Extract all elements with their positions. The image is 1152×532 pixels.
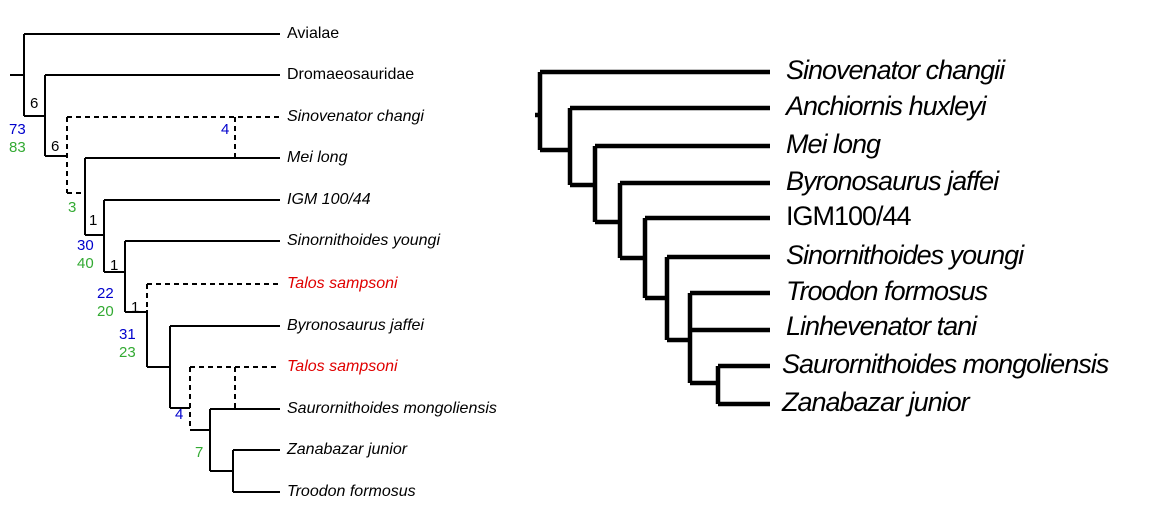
support-label: 31 (119, 326, 136, 343)
branch (146, 310, 280, 409)
support-label: 20 (97, 303, 114, 320)
branch (84, 157, 280, 313)
support-label: 7 (195, 444, 203, 461)
support-label: 1 (110, 257, 118, 274)
support-label: 1 (89, 212, 97, 229)
branch (66, 116, 280, 194)
support-label: 23 (119, 344, 136, 361)
right-tree-tips: Sinovenator changii Anchiornis huxleyi M… (781, 55, 1110, 417)
tip-label: Saurornithoides mongoliensis (782, 349, 1109, 379)
branch (189, 366, 280, 430)
tip-label: Sinovenator changii (786, 55, 1006, 85)
tip-label: Sinovenator changi (287, 108, 424, 125)
tip-label: Anchiornis huxleyi (784, 91, 988, 121)
support-label: 22 (97, 285, 114, 302)
tip-label: Linhevenator tani (786, 311, 978, 341)
tip-label: Dromaeosauridae (287, 66, 414, 83)
tip-label: Sinornithoides youngi (287, 232, 440, 249)
branch (190, 408, 280, 493)
right-tree-branches (535, 69, 770, 407)
support-label: 4 (221, 121, 229, 138)
tip-label: Troodon formosus (287, 483, 416, 500)
tip-label: Zanabazar junior (781, 387, 971, 417)
node-support-labels: 6 73 83 6 4 3 1 30 40 1 22 20 1 31 23 4 … (9, 95, 229, 461)
support-label: 3 (68, 199, 76, 216)
tip-label: Zanabazar junior (286, 441, 408, 458)
tip-label: Mei long (287, 149, 348, 166)
tip-label: Saurornithoides mongoliensis (287, 400, 497, 417)
tip-label: Sinornithoides youngi (786, 240, 1025, 270)
tip-label: Talos sampsoni (287, 358, 398, 375)
tip-label: Talos sampsoni (287, 275, 398, 292)
branch (10, 33, 280, 157)
tip-label: Byronosaurus jaffei (786, 166, 1000, 196)
branch (146, 283, 280, 310)
tip-label: Troodon formosus (786, 276, 988, 306)
support-label: 30 (77, 237, 94, 254)
support-label: 73 (9, 121, 26, 138)
tip-label: Avialae (287, 25, 339, 42)
left-tree-tips: Avialae Dromaeosauridae Sinovenator chan… (286, 25, 497, 500)
tip-label: Byronosaurus jaffei (287, 317, 424, 334)
support-label: 83 (9, 139, 26, 156)
support-label: 4 (175, 406, 183, 423)
support-label: 6 (51, 138, 59, 155)
left-tree-branches (10, 33, 280, 493)
support-label: 6 (30, 95, 38, 112)
support-label: 1 (131, 299, 139, 316)
tip-label: IGM100/44 (786, 201, 912, 231)
tip-label: IGM 100/44 (287, 191, 371, 208)
support-label: 40 (77, 255, 94, 272)
branch (535, 69, 770, 407)
tip-label: Mei long (786, 129, 881, 159)
